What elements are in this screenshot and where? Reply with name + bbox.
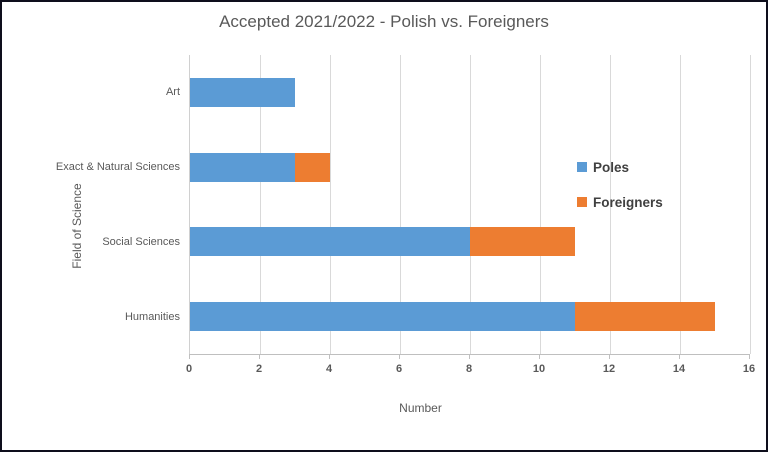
tick-mark <box>259 354 260 359</box>
gridline <box>400 55 401 354</box>
gridline <box>470 55 471 354</box>
gridline <box>750 55 751 354</box>
gridline <box>330 55 331 354</box>
tick-label: 8 <box>465 363 473 375</box>
bar-segment-foreigners <box>295 152 330 182</box>
category-axis: Art Exact & Natural Sciences Social Scienc… <box>2 55 180 354</box>
bar-segment-foreigners <box>575 302 715 332</box>
stacked-bar <box>190 77 750 107</box>
legend-entry-foreigners: Foreigners <box>577 194 663 210</box>
tick-mark <box>679 354 680 359</box>
tick-mark <box>609 354 610 359</box>
x-axis: 0 2 4 6 8 10 12 14 16 <box>185 354 755 384</box>
tick-label: 16 <box>742 363 756 375</box>
bar-row <box>190 130 750 205</box>
tick-mark <box>469 354 470 359</box>
gridline <box>540 55 541 354</box>
legend-label: Foreigners <box>593 194 663 210</box>
category-label: Art <box>165 86 180 99</box>
tick-mark <box>189 354 190 359</box>
legend: Poles Foreigners <box>577 160 663 230</box>
category-label: Exact & Natural Sciences <box>55 161 180 174</box>
bar-row <box>190 279 750 354</box>
category-label: Social Sciences <box>102 235 180 248</box>
tick-label: 0 <box>185 363 193 375</box>
bars <box>190 55 750 354</box>
bar-segment-poles <box>190 227 470 257</box>
chart-title: Accepted 2021/2022 - Polish vs. Foreigne… <box>219 12 549 31</box>
stacked-bar <box>190 302 750 332</box>
legend-swatch-icon <box>577 162 587 172</box>
gridline <box>610 55 611 354</box>
tick-label: 12 <box>602 363 616 375</box>
tick-label: 4 <box>325 363 333 375</box>
category-label: Humanities <box>124 310 180 323</box>
tick-mark <box>539 354 540 359</box>
tick-mark <box>329 354 330 359</box>
bar-row <box>190 55 750 130</box>
tick-mark <box>749 354 750 359</box>
stacked-bar <box>190 152 750 182</box>
x-axis-title: Number <box>399 401 442 415</box>
gridlines <box>190 55 751 354</box>
plot-area <box>189 55 751 355</box>
tick-label: 6 <box>395 363 403 375</box>
bar-segment-foreigners <box>470 227 575 257</box>
legend-swatch-icon <box>577 197 587 207</box>
stacked-bar <box>190 227 750 257</box>
bar-segment-poles <box>190 302 575 332</box>
tick-label: 14 <box>672 363 686 375</box>
tick-label: 2 <box>255 363 263 375</box>
legend-label: Poles <box>593 159 630 175</box>
gridline <box>680 55 681 354</box>
tick-mark <box>399 354 400 359</box>
tick-label: 10 <box>532 363 546 375</box>
legend-entry-poles: Poles <box>577 159 663 175</box>
bar-segment-poles <box>190 77 295 107</box>
gridline <box>260 55 261 354</box>
bar-segment-poles <box>190 152 295 182</box>
bar-row <box>190 205 750 280</box>
